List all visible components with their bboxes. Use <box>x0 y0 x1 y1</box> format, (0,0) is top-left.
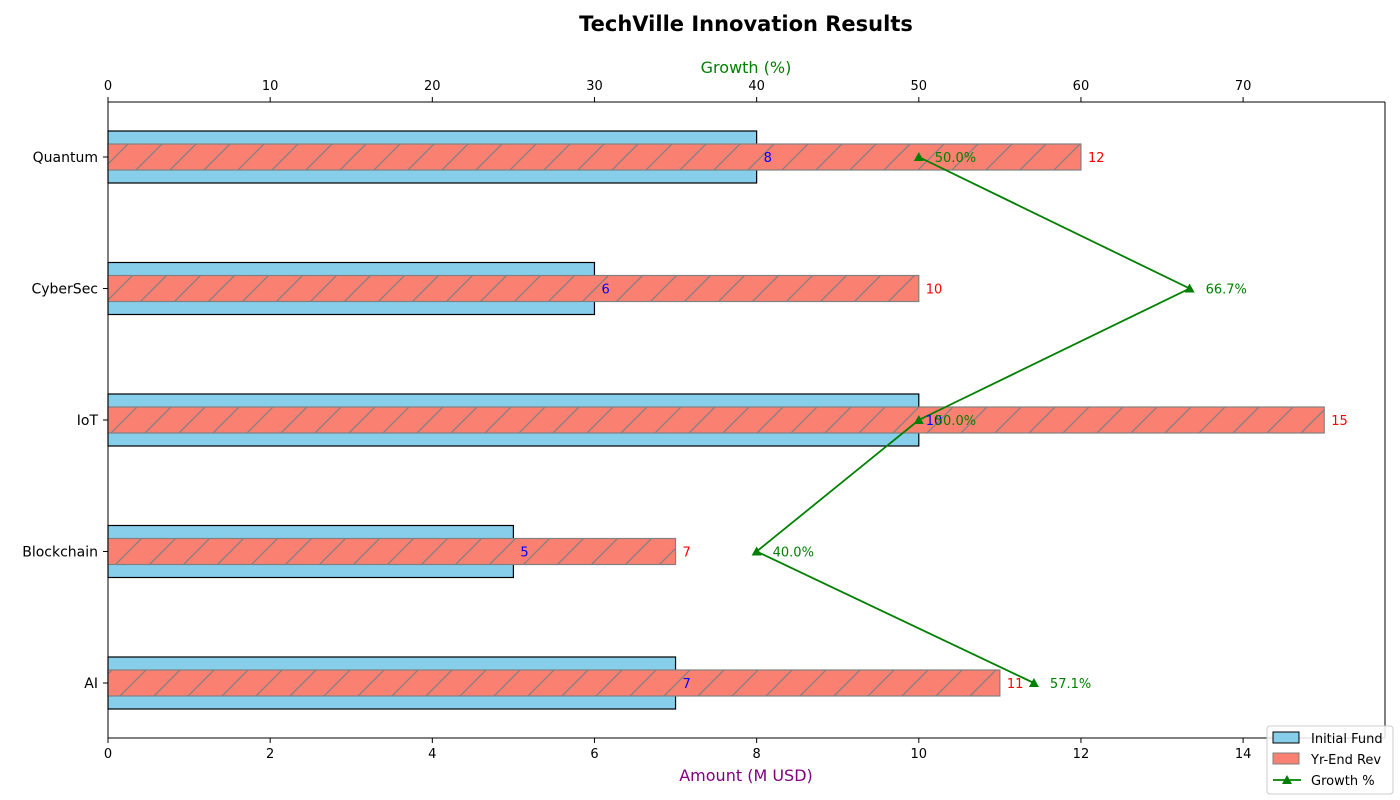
bar-yr-end-rev-ai <box>107 669 1001 697</box>
x2-tick-label-50: 50 <box>911 79 928 94</box>
label-yr-end-rev-ai: 11 <box>1007 677 1024 692</box>
value-labels-layer: 7 11 5 7 10 15 6 10 8 12 57.1% 40.0% 50.0% 66.7% 50.0% <box>520 151 1347 692</box>
y-tick-label-blockchain: Blockchain <box>22 545 98 561</box>
top-axis-label: Growth (%) <box>701 58 792 77</box>
growth-line-layer <box>751 152 1195 687</box>
x2-tick-label-70: 70 <box>1235 79 1252 94</box>
x2-tick-label-60: 60 <box>1073 79 1090 94</box>
growth-label-quantum: 50.0% <box>935 151 976 166</box>
x2-tick-label-40: 40 <box>748 79 765 94</box>
label-yr-end-rev-quantum: 12 <box>1088 151 1105 166</box>
label-initial-fund-cybersec: 6 <box>601 283 609 298</box>
x2-tick-label-10: 10 <box>262 79 279 94</box>
label-initial-fund-iot: 10 <box>926 414 943 429</box>
chart-title: TechVille Innovation Results <box>579 12 913 36</box>
x-tick-label-10: 10 <box>911 747 928 762</box>
y-tick-label-quantum: Quantum <box>33 150 98 166</box>
growth-label-cybersec: 66.7% <box>1206 283 1247 298</box>
legend-swatch-initial-fund <box>1272 731 1300 744</box>
axes-layer: 0 2 4 6 8 10 12 14 0 10 20 30 40 50 60 70 AI Blockchain Io… <box>22 79 1386 762</box>
x2-tick-label-0: 0 <box>104 79 112 94</box>
growth-label-blockchain: 40.0% <box>773 546 814 561</box>
x-tick-label-14: 14 <box>1235 747 1252 762</box>
x-tick-label-6: 6 <box>590 747 598 762</box>
growth-marker-ai <box>1028 678 1039 687</box>
y-tick-label-ai: AI <box>84 676 98 692</box>
x-tick-label-2: 2 <box>266 747 274 762</box>
label-yr-end-rev-iot: 15 <box>1331 414 1348 429</box>
growth-marker-quantum <box>913 152 924 161</box>
legend-label-initial-fund: Initial Fund <box>1311 732 1383 747</box>
legend: Initial Fund Yr-End Rev Growth % <box>1266 725 1394 795</box>
x-tick-label-8: 8 <box>752 747 760 762</box>
x2-tick-label-20: 20 <box>424 79 441 94</box>
growth-marker-iot <box>913 415 924 424</box>
y-tick-label-cybersec: CyberSec <box>31 282 98 298</box>
label-initial-fund-blockchain: 5 <box>520 546 528 561</box>
growth-marker-blockchain <box>751 546 762 556</box>
label-yr-end-rev-cybersec: 10 <box>926 283 943 298</box>
x-tick-label-0: 0 <box>104 747 112 762</box>
growth-marker-cybersec <box>1184 283 1195 293</box>
legend-swatch-yr-end-rev <box>1272 752 1300 765</box>
bar-yr-end-rev-iot <box>107 406 1325 434</box>
label-yr-end-rev-blockchain: 7 <box>683 546 691 561</box>
x2-tick-label-30: 30 <box>586 79 603 94</box>
x-tick-label-12: 12 <box>1073 747 1090 762</box>
growth-label-ai: 57.1% <box>1050 677 1091 692</box>
legend-label-growth: Growth % <box>1311 774 1375 789</box>
bar-yr-end-rev-blockchain <box>107 537 677 566</box>
label-initial-fund-quantum: 8 <box>764 151 772 166</box>
x-tick-label-4: 4 <box>428 747 436 762</box>
bar-yr-end-rev-cybersec <box>107 274 920 303</box>
label-initial-fund-ai: 7 <box>683 677 691 692</box>
x-axis-label: Amount (M USD) <box>679 766 813 785</box>
y-tick-label-iot: IoT <box>77 413 99 429</box>
legend-marker-growth <box>1282 775 1292 784</box>
legend-label-yr-end-rev: Yr-End Rev <box>1310 753 1381 768</box>
growth-label-iot: 50.0% <box>935 414 976 429</box>
bars-layer <box>107 130 1325 710</box>
